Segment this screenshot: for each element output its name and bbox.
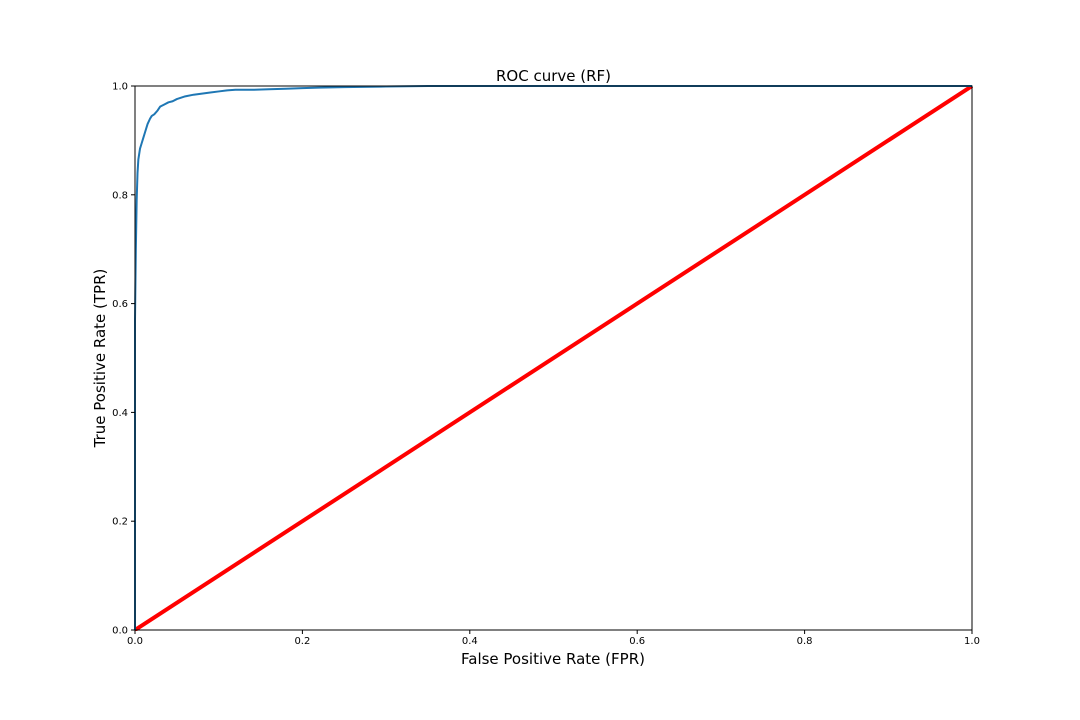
chart-title: ROC curve (RF) (496, 67, 611, 85)
y-tick-label: 0.6 (112, 299, 128, 310)
x-tick-label: 0.8 (797, 636, 813, 647)
x-axis-title: False Positive Rate (FPR) (461, 650, 645, 668)
plot-frame (134, 85, 973, 631)
y-tick-label: 0.4 (112, 408, 128, 419)
y-tick-label: 0.0 (112, 626, 128, 637)
chance-diagonal-line (134, 85, 973, 631)
x-tick-label: 0.2 (294, 636, 310, 647)
x-axis: 0.0 0.2 0.4 0.6 0.8 1.0 (127, 630, 980, 647)
x-tick-label: 1.0 (964, 636, 980, 647)
x-tick-label: 0.0 (127, 636, 143, 647)
x-tick-label: 0.6 (629, 636, 645, 647)
roc-curve-line (134, 85, 972, 630)
plot-area (134, 85, 973, 631)
y-axis-title: True Positive Rate (TPR) (91, 269, 109, 449)
y-tick-label: 0.8 (112, 190, 128, 201)
y-axis: 0.0 0.2 0.4 0.6 0.8 1.0 (112, 82, 135, 637)
y-tick-label: 0.2 (112, 517, 128, 528)
y-tick-label: 1.0 (112, 82, 128, 93)
x-tick-label: 0.4 (462, 636, 478, 647)
